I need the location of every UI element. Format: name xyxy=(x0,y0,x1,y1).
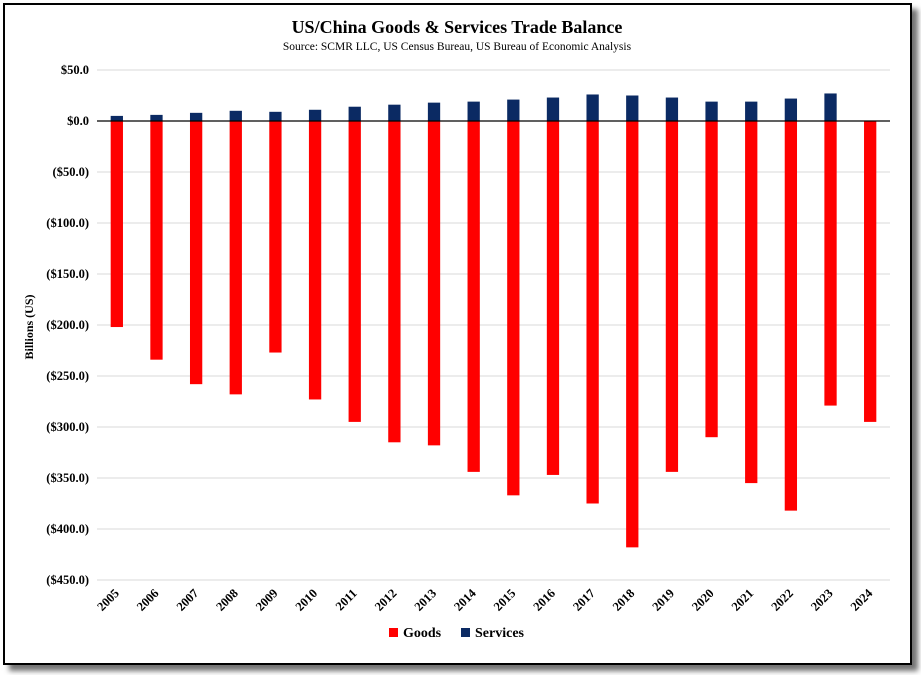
chart-title: US/China Goods & Services Trade Balance xyxy=(292,17,623,37)
x-tick-label: 2023 xyxy=(808,586,836,614)
goods-bar-2018 xyxy=(626,121,639,548)
y-tick-label: ($200.0) xyxy=(46,318,89,332)
services-bar-2009 xyxy=(269,111,282,121)
goods-bar-2007 xyxy=(189,121,203,385)
services-bar-2022 xyxy=(784,98,798,121)
x-axis-ticks: 2005 2006 2007 2008 2009 2010 2011 2012 2013 2014… xyxy=(94,586,875,614)
x-tick-label: 2009 xyxy=(253,586,281,614)
goods-bar-2013 xyxy=(427,121,441,446)
goods-bar-2009 xyxy=(269,121,282,353)
bars xyxy=(110,93,877,548)
goods-bar-2005 xyxy=(110,121,123,328)
services-bar-2020 xyxy=(705,101,718,121)
x-tick-label: 2008 xyxy=(213,586,241,614)
services-bar-2016 xyxy=(546,97,560,121)
y-tick-label: ($300.0) xyxy=(46,420,89,434)
y-tick-label: ($450.0) xyxy=(46,573,89,587)
services-bar-2007 xyxy=(189,112,203,121)
services-bar-2021 xyxy=(745,101,758,121)
services-bar-2014 xyxy=(467,101,480,121)
x-tick-label: 2015 xyxy=(491,586,519,614)
services-bar-2012 xyxy=(388,104,401,121)
y-tick-label: ($350.0) xyxy=(46,471,89,485)
x-tick-label: 2024 xyxy=(848,586,876,614)
goods-bar-2022 xyxy=(784,121,798,511)
goods-bar-2006 xyxy=(150,121,163,360)
y-tick-label: ($250.0) xyxy=(46,369,89,383)
x-tick-label: 2013 xyxy=(412,586,440,614)
services-bar-2011 xyxy=(348,106,361,121)
chart-frame: US/China Goods & Services Trade Balance … xyxy=(3,3,912,665)
x-tick-label: 2012 xyxy=(372,586,400,614)
services-bar-2018 xyxy=(626,95,639,121)
x-tick-label: 2007 xyxy=(174,586,202,614)
x-tick-label: 2016 xyxy=(531,586,559,614)
services-bar-2017 xyxy=(586,94,599,121)
services-bar-2008 xyxy=(229,110,242,121)
goods-bar-2021 xyxy=(745,121,758,484)
x-tick-label: 2010 xyxy=(293,586,321,614)
y-tick-label: ($50.0) xyxy=(53,165,89,179)
goods-bar-2020 xyxy=(705,121,718,438)
x-tick-label: 2005 xyxy=(94,586,122,614)
y-axis-ticks: $50.0 $0.0 ($50.0) ($100.0) ($150.0) ($200.0)… xyxy=(46,63,89,587)
x-tick-label: 2011 xyxy=(333,586,360,613)
services-bar-2019 xyxy=(665,97,679,121)
goods-bar-2017 xyxy=(586,121,599,504)
legend-label-goods: Goods xyxy=(403,626,442,641)
x-tick-label: 2019 xyxy=(649,586,677,614)
y-axis-label: Billions (US) xyxy=(22,294,36,359)
x-tick-label: 2006 xyxy=(134,586,162,614)
goods-bar-2008 xyxy=(229,121,242,395)
y-tick-label: ($100.0) xyxy=(46,216,89,230)
goods-bar-2012 xyxy=(388,121,401,443)
x-tick-label: 2020 xyxy=(689,586,717,614)
y-tick-label: $50.0 xyxy=(61,63,89,77)
x-tick-label: 2021 xyxy=(729,586,757,614)
x-tick-label: 2014 xyxy=(451,586,479,614)
x-tick-label: 2018 xyxy=(610,586,638,614)
goods-bar-2015 xyxy=(507,121,520,496)
legend: Goods Services xyxy=(389,626,525,641)
services-bar-2006 xyxy=(150,114,163,121)
services-bar-2013 xyxy=(427,102,441,121)
legend-label-services: Services xyxy=(475,626,525,641)
goods-bar-2011 xyxy=(348,121,361,422)
chart: US/China Goods & Services Trade Balance … xyxy=(22,17,890,641)
legend-swatch-goods xyxy=(389,628,398,637)
x-tick-label: 2017 xyxy=(570,586,598,614)
y-tick-label: ($150.0) xyxy=(46,267,89,281)
gridlines xyxy=(97,69,890,581)
services-bar-2015 xyxy=(507,99,520,121)
goods-bar-2024 xyxy=(864,121,877,422)
y-tick-label: $0.0 xyxy=(67,114,89,128)
chart-subtitle: Source: SCMR LLC, US Census Bureau, US B… xyxy=(283,41,632,53)
goods-bar-2010 xyxy=(308,121,322,400)
goods-bar-2014 xyxy=(467,121,480,472)
goods-bar-2016 xyxy=(546,121,560,475)
x-tick-label: 2022 xyxy=(768,586,796,614)
goods-bar-2019 xyxy=(665,121,679,472)
services-bar-2005 xyxy=(110,115,123,121)
legend-swatch-services xyxy=(461,628,470,637)
y-tick-label: ($400.0) xyxy=(46,522,89,536)
services-bar-2010 xyxy=(308,109,322,121)
goods-bar-2023 xyxy=(824,121,837,406)
services-bar-2023 xyxy=(824,93,837,121)
